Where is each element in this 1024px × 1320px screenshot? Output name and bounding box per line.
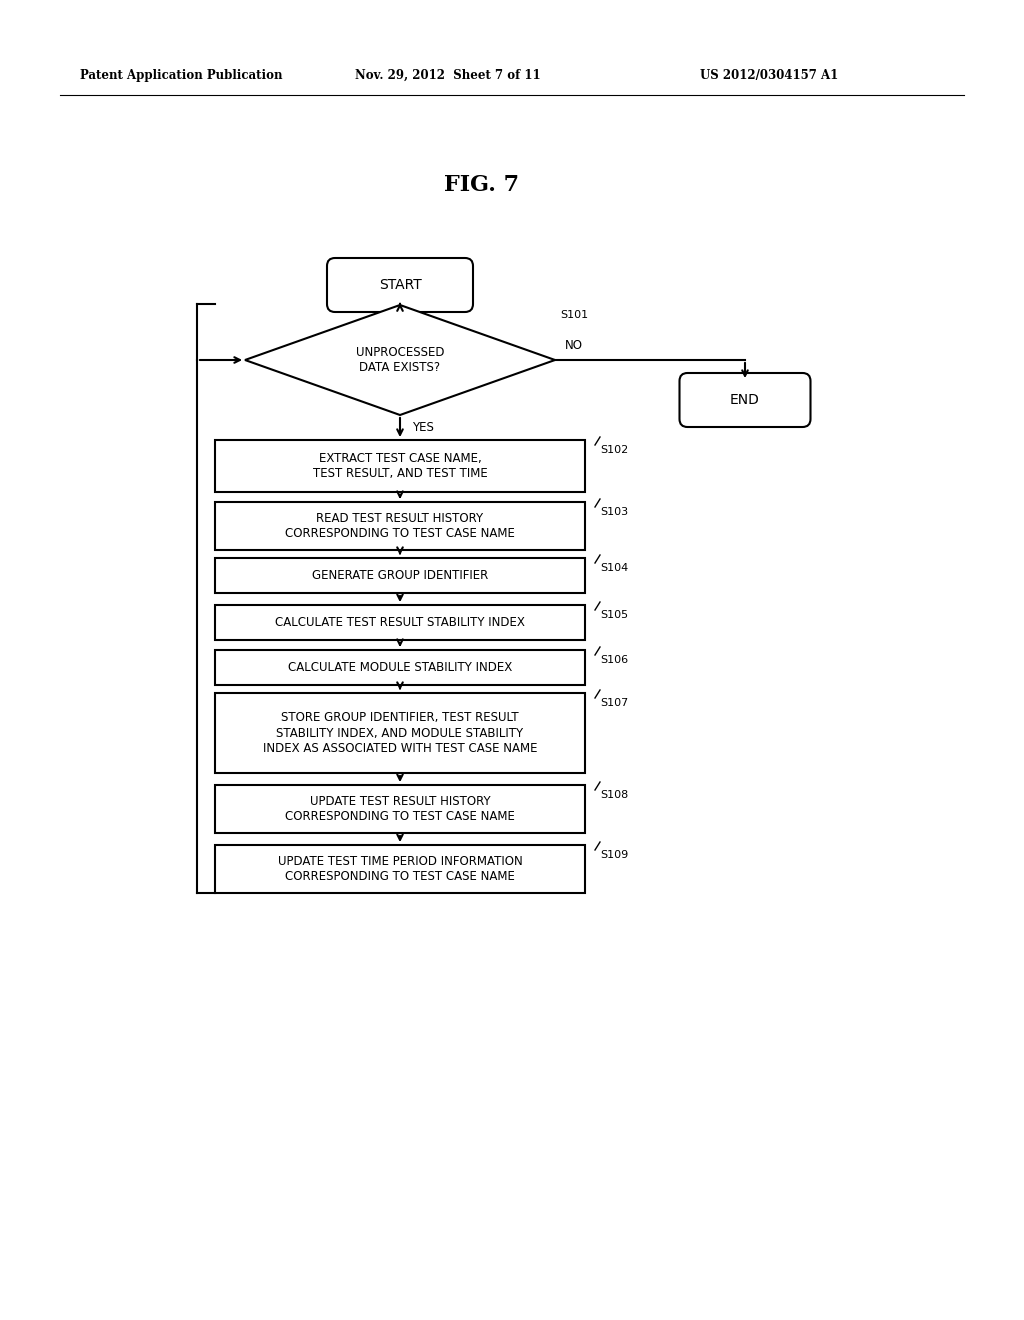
Text: S103: S103 — [600, 507, 628, 517]
Text: UNPROCESSED
DATA EXISTS?: UNPROCESSED DATA EXISTS? — [355, 346, 444, 374]
Text: S106: S106 — [600, 655, 628, 665]
Text: CALCULATE TEST RESULT STABILITY INDEX: CALCULATE TEST RESULT STABILITY INDEX — [275, 616, 525, 630]
Text: S109: S109 — [600, 850, 629, 861]
Text: S101: S101 — [560, 310, 588, 319]
Text: STORE GROUP IDENTIFIER, TEST RESULT
STABILITY INDEX, AND MODULE STABILITY
INDEX : STORE GROUP IDENTIFIER, TEST RESULT STAB… — [263, 711, 538, 755]
Text: GENERATE GROUP IDENTIFIER: GENERATE GROUP IDENTIFIER — [312, 569, 488, 582]
Bar — [215, 440, 585, 492]
Bar — [215, 785, 585, 833]
Bar — [215, 605, 585, 640]
Text: YES: YES — [412, 421, 434, 434]
Text: READ TEST RESULT HISTORY
CORRESPONDING TO TEST CASE NAME: READ TEST RESULT HISTORY CORRESPONDING T… — [285, 512, 515, 540]
Bar — [215, 558, 585, 593]
Text: CALCULATE MODULE STABILITY INDEX: CALCULATE MODULE STABILITY INDEX — [288, 661, 512, 675]
Text: END: END — [730, 393, 760, 407]
Text: S108: S108 — [600, 789, 629, 800]
Text: S102: S102 — [600, 445, 629, 455]
FancyBboxPatch shape — [680, 374, 811, 426]
Text: S105: S105 — [600, 610, 628, 620]
Text: START: START — [379, 279, 421, 292]
Text: UPDATE TEST TIME PERIOD INFORMATION
CORRESPONDING TO TEST CASE NAME: UPDATE TEST TIME PERIOD INFORMATION CORR… — [278, 855, 522, 883]
Text: S107: S107 — [600, 698, 629, 708]
Text: Nov. 29, 2012  Sheet 7 of 11: Nov. 29, 2012 Sheet 7 of 11 — [355, 69, 541, 82]
FancyBboxPatch shape — [327, 257, 473, 312]
Text: EXTRACT TEST CASE NAME,
TEST RESULT, AND TEST TIME: EXTRACT TEST CASE NAME, TEST RESULT, AND… — [312, 451, 487, 480]
Text: NO: NO — [565, 339, 583, 352]
Text: UPDATE TEST RESULT HISTORY
CORRESPONDING TO TEST CASE NAME: UPDATE TEST RESULT HISTORY CORRESPONDING… — [285, 795, 515, 822]
Bar — [215, 502, 585, 550]
Text: S104: S104 — [600, 564, 629, 573]
Text: FIG. 7: FIG. 7 — [444, 174, 519, 195]
Bar — [215, 845, 585, 894]
Polygon shape — [245, 305, 555, 414]
Text: Patent Application Publication: Patent Application Publication — [80, 69, 283, 82]
Text: US 2012/0304157 A1: US 2012/0304157 A1 — [700, 69, 839, 82]
Bar — [215, 649, 585, 685]
Bar — [215, 693, 585, 774]
